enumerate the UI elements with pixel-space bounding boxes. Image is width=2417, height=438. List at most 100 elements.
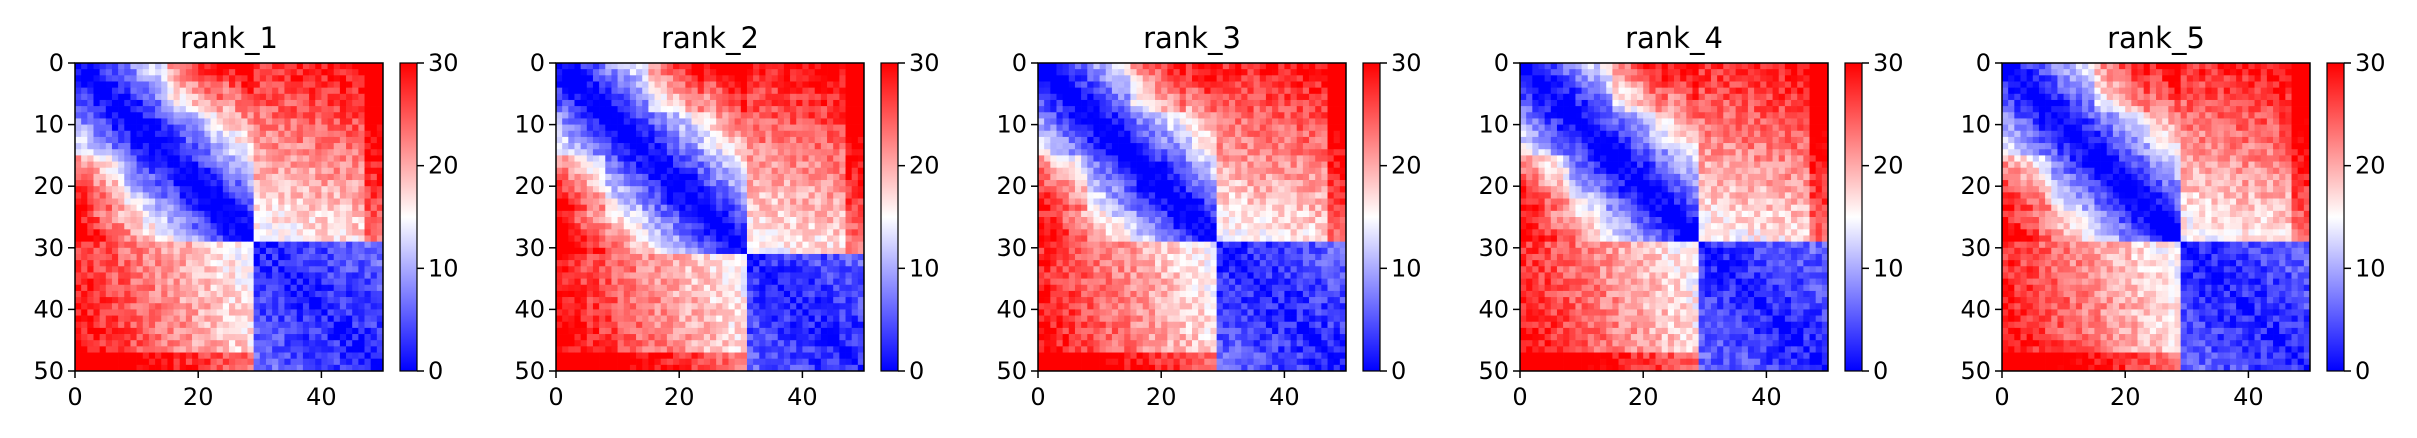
heatmap-cell: [136, 106, 144, 113]
heatmap-cell: [284, 235, 291, 242]
heatmap-cell: [857, 63, 865, 70]
heatmap-cell: [777, 241, 785, 249]
heatmap-cell: [185, 204, 193, 212]
heatmap-cell: [814, 167, 822, 175]
heatmap-cell: [617, 260, 625, 267]
heatmap-cell: [315, 99, 322, 107]
heatmap-cell: [765, 235, 772, 242]
heatmap-cell: [623, 192, 631, 199]
heatmap-cell: [599, 327, 606, 335]
heatmap-cell: [599, 247, 606, 255]
heatmap-cell: [777, 69, 785, 76]
heatmap-cell: [833, 346, 840, 353]
heatmap-cell: [827, 334, 834, 341]
heatmap-cell: [222, 173, 230, 181]
heatmap-cell: [315, 340, 322, 347]
heatmap-cell: [309, 192, 316, 199]
heatmap-cell: [93, 235, 100, 242]
heatmap-cell: [845, 297, 853, 304]
heatmap-cell: [740, 247, 748, 255]
heatmap-cell: [173, 235, 181, 242]
heatmap-cell: [617, 186, 625, 193]
heatmap-cell: [697, 143, 705, 150]
heatmap-cell: [740, 155, 748, 162]
heatmap-cell: [309, 346, 316, 353]
heatmap-cell: [673, 260, 680, 267]
heatmap-cell: [272, 155, 279, 162]
heatmap-cell: [222, 253, 230, 261]
heatmap-cell: [556, 173, 563, 181]
heatmap-cell: [703, 167, 711, 175]
heatmap-cell: [691, 266, 699, 273]
heatmap-cell: [562, 118, 569, 125]
heatmap-cell: [599, 266, 606, 273]
heatmap-cell: [734, 143, 742, 150]
heatmap-cell: [216, 124, 224, 132]
heatmap-cell: [259, 235, 267, 242]
colorbar-tick-label: 0: [428, 357, 443, 385]
heatmap-cell: [857, 358, 865, 366]
heatmap-cell: [765, 173, 772, 181]
heatmap-cell: [771, 167, 779, 175]
heatmap-cell: [734, 180, 742, 187]
heatmap-cell: [759, 358, 766, 366]
heatmap-cell: [142, 87, 150, 95]
heatmap-cell: [703, 112, 711, 119]
heatmap-cell: [136, 75, 144, 82]
heatmap-cell: [790, 63, 797, 70]
heatmap-cell: [790, 106, 797, 113]
heatmap-cell: [241, 272, 248, 279]
heatmap-cell: [839, 235, 846, 242]
heatmap-cell: [111, 229, 119, 236]
heatmap-cell: [265, 136, 273, 144]
heatmap-cell: [272, 87, 279, 95]
heatmap-cell: [808, 186, 816, 193]
heatmap-cell: [229, 297, 236, 304]
heatmap-cell: [253, 161, 261, 169]
heatmap-cell: [722, 321, 729, 329]
heatmap-cell: [703, 198, 711, 206]
heatmap-cell: [327, 346, 335, 353]
heatmap-cell: [648, 241, 655, 249]
heatmap-cell: [710, 173, 717, 181]
heatmap-cell: [679, 161, 686, 169]
heatmap-cell: [272, 118, 279, 125]
heatmap-cell: [666, 124, 674, 132]
heatmap-cell: [302, 149, 310, 156]
heatmap-cell: [556, 266, 563, 273]
heatmap-cell: [703, 346, 711, 353]
heatmap-cell: [99, 327, 107, 335]
heatmap-cell: [833, 272, 840, 279]
heatmap-cell: [697, 180, 705, 187]
heatmap-cell: [765, 192, 772, 199]
heatmap-cell: [364, 223, 372, 230]
heatmap-cell: [777, 198, 785, 206]
heatmap-cell: [629, 167, 637, 175]
heatmap-cell: [179, 192, 187, 199]
heatmap-cell: [130, 210, 137, 218]
axes-frame: [74, 62, 384, 372]
heatmap-cell: [592, 186, 600, 193]
heatmap-cell: [204, 297, 211, 304]
heatmap-cell: [648, 253, 655, 261]
heatmap-cell: [617, 253, 625, 261]
heatmap-cell: [586, 87, 594, 95]
heatmap-cell: [722, 272, 729, 279]
heatmap-cell: [611, 272, 618, 279]
heatmap-cell: [580, 303, 588, 310]
heatmap-cell: [722, 167, 729, 175]
heatmap-cell: [783, 217, 791, 224]
heatmap-cell: [666, 253, 674, 261]
heatmap-cell: [259, 352, 267, 360]
heatmap-cell: [118, 358, 125, 366]
heatmap-cell: [81, 161, 88, 169]
heatmap-cell: [155, 253, 162, 261]
heatmap-cell: [216, 364, 224, 372]
heatmap-cell: [81, 352, 88, 360]
heatmap-cell: [241, 241, 248, 249]
heatmap-cell: [574, 358, 581, 366]
heatmap-cell: [161, 186, 168, 193]
heatmap-cell: [272, 136, 279, 144]
heatmap-cell: [247, 63, 254, 70]
heatmap-cell: [315, 75, 322, 82]
